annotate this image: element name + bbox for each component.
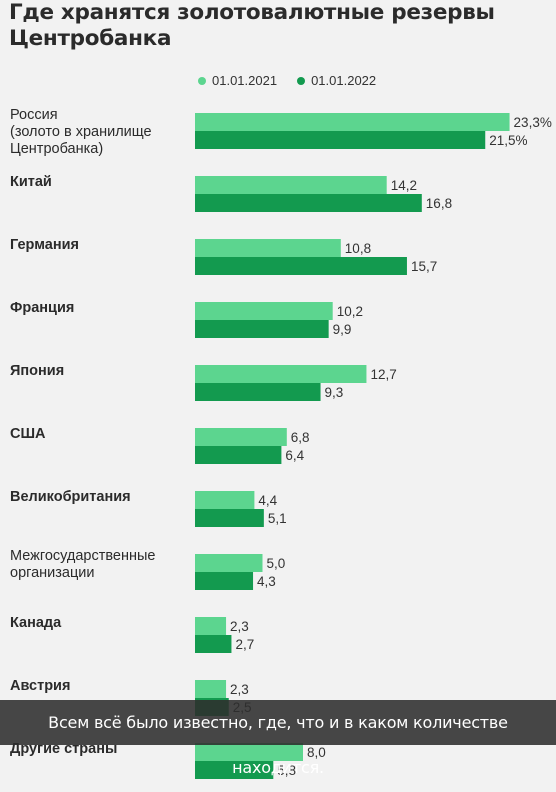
legend-item-2021: 01.01.2021: [198, 73, 277, 88]
data-label: 10,8: [345, 241, 371, 256]
category-label: (золото в хранилище: [10, 124, 152, 140]
data-label: 4,3: [257, 574, 276, 589]
data-label: 8,0: [307, 745, 326, 760]
bar-2022: [195, 131, 486, 149]
data-label: 6,4: [285, 448, 304, 463]
bar-2021: [195, 554, 263, 572]
category-label: Другие страны: [10, 741, 117, 757]
bar-2022: [195, 509, 264, 527]
legend-swatch-2022: [297, 76, 306, 85]
legend-label-2022: 01.01.2022: [311, 73, 377, 88]
bar-2022: [195, 194, 422, 212]
category-label: Россия: [10, 107, 58, 123]
bar-2022: [195, 257, 407, 275]
bar-2022: [195, 572, 254, 590]
data-label: 14,2: [391, 178, 417, 193]
data-label: 2,3: [230, 619, 249, 634]
bar-2021: [195, 743, 303, 761]
category-label: Япония: [10, 363, 64, 379]
data-label: 5,0: [267, 556, 286, 571]
bar-2021: [195, 365, 367, 383]
bar-2022: [195, 761, 274, 779]
data-label: 23,3%: [514, 115, 552, 130]
category-label: США: [10, 426, 46, 442]
legend: 01.01.2021 01.01.2022: [198, 73, 376, 88]
category-label: Германия: [10, 237, 79, 253]
category-label: Великобритания: [10, 489, 131, 505]
data-label: 6,8: [291, 430, 310, 445]
category-label: Франция: [10, 300, 74, 316]
data-label: 15,7: [411, 259, 437, 274]
data-label: 5,8: [277, 763, 296, 778]
bar-2021: [195, 428, 287, 446]
bar-2021: [195, 176, 387, 194]
data-label: 2,7: [235, 637, 254, 652]
bar-2022: [195, 446, 282, 464]
data-label: 21,5%: [489, 133, 527, 148]
caption-overlay: Всем всё было известно, где, что и в как…: [0, 700, 556, 777]
data-label: 2,3: [230, 682, 249, 697]
category-label: Межгосударственные: [10, 548, 155, 564]
data-label: 10,2: [337, 304, 363, 319]
category-label: Китай: [10, 174, 52, 190]
bar-2021: [195, 680, 227, 698]
data-label: 16,8: [426, 196, 452, 211]
category-label: организации: [10, 565, 95, 581]
bar-2021: [195, 239, 341, 257]
bar-2022: [195, 383, 321, 401]
legend-swatch-2021: [198, 76, 206, 85]
legend-item-2022: 01.01.2022: [297, 73, 376, 88]
category-label: Канада: [10, 615, 62, 631]
data-label: 12,7: [370, 367, 396, 382]
bar-2021: [195, 302, 333, 320]
bar-2022: [195, 635, 232, 653]
legend-label-2021: 01.01.2021: [212, 73, 278, 88]
bar-2021: [195, 617, 227, 635]
category-label: Австрия: [10, 678, 70, 694]
bar-2021: [195, 113, 510, 131]
data-label: 9,3: [325, 385, 344, 400]
data-label: 5,1: [268, 511, 287, 526]
bar-2022: [195, 320, 329, 338]
category-label: Центробанка): [10, 141, 103, 157]
data-label: 4,4: [258, 493, 277, 508]
bar-2021: [195, 491, 255, 509]
data-label: 9,9: [333, 322, 352, 337]
chart-title: Где хранятся золотовалютные резервы Цент…: [9, 0, 495, 51]
